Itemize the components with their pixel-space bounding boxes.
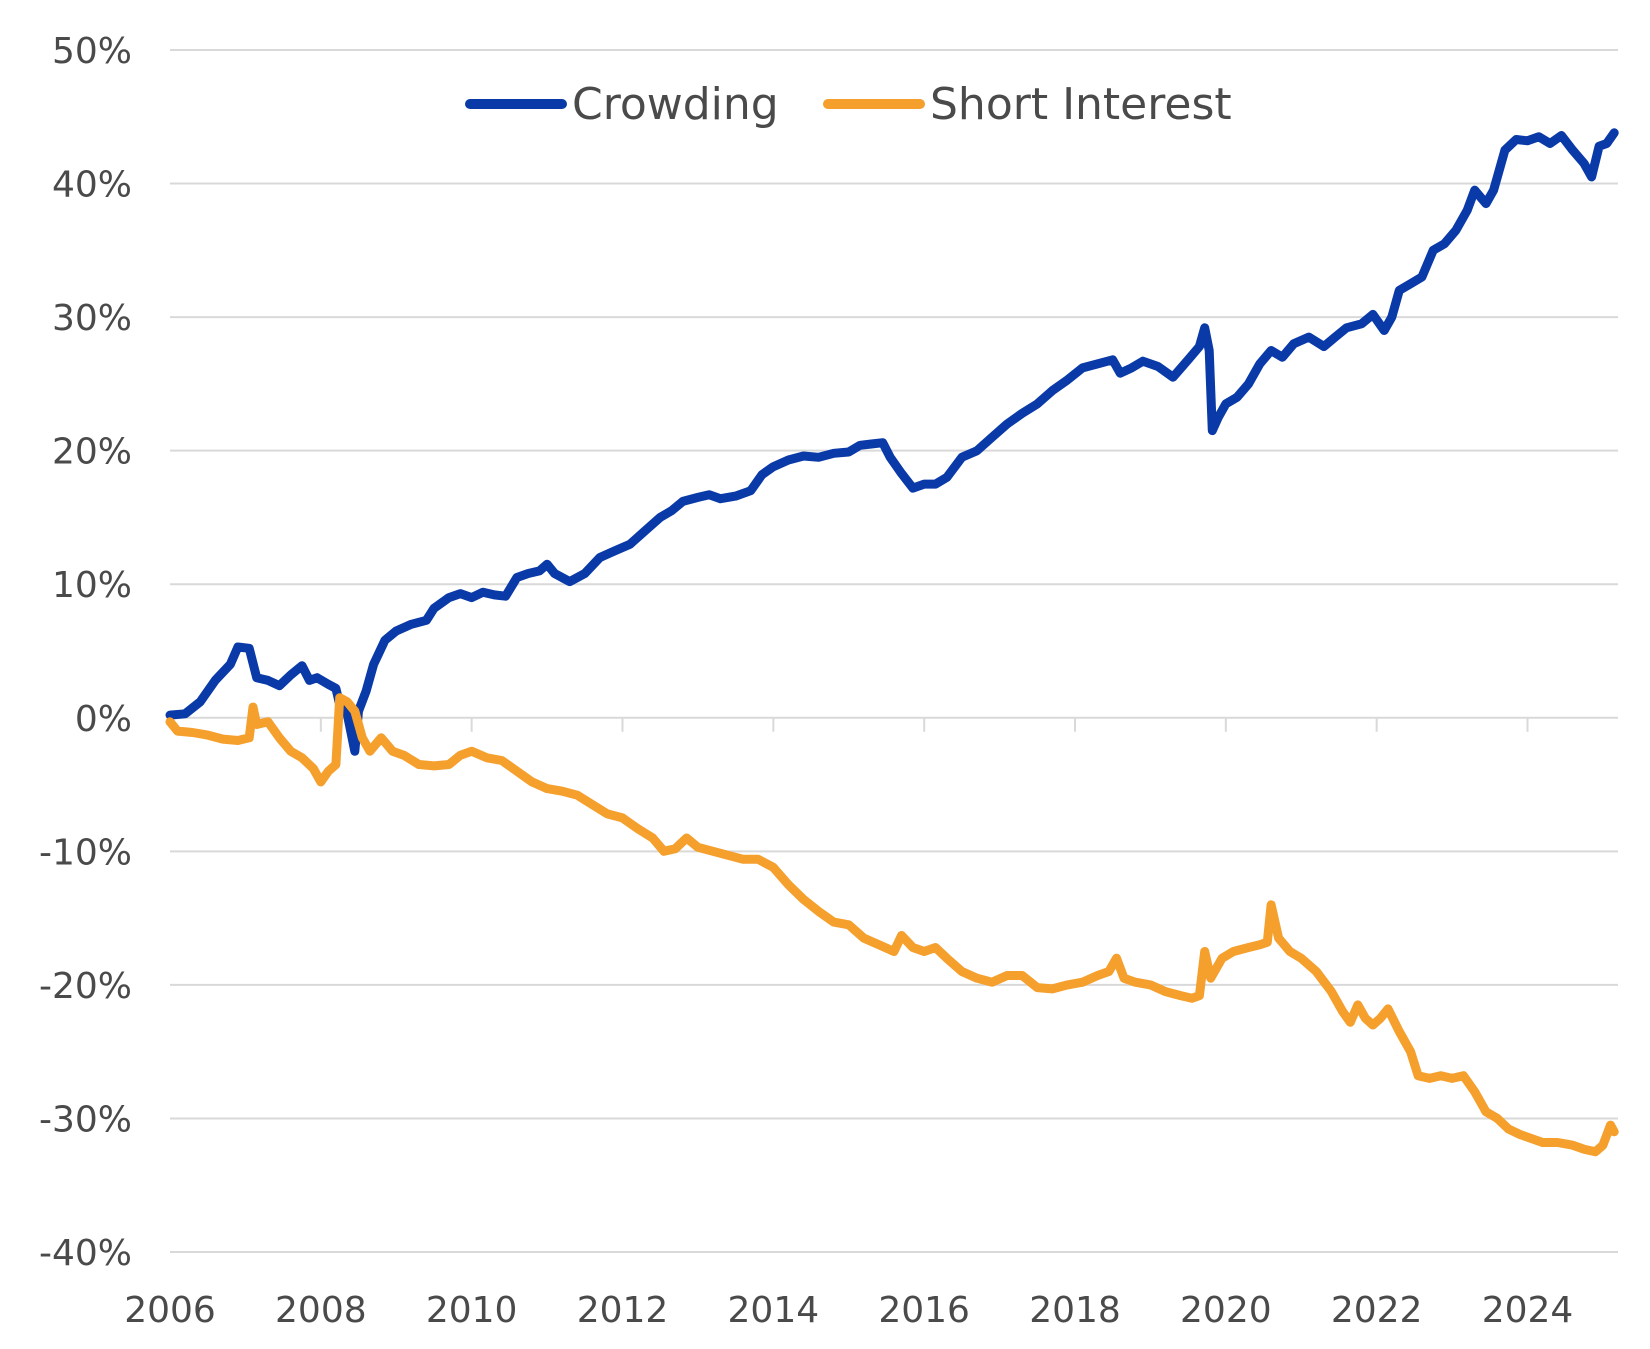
y-tick-label: -40% (39, 1233, 132, 1274)
x-tick-label: 2008 (275, 1290, 367, 1331)
x-tick-label: 2024 (1482, 1290, 1574, 1331)
y-tick-label: -10% (39, 832, 132, 873)
y-tick-label: -30% (39, 1099, 132, 1140)
x-axis (170, 716, 1618, 732)
x-tick-label: 2014 (728, 1290, 820, 1331)
y-tick-label: 10% (52, 565, 132, 606)
x-tick-label: 2018 (1029, 1290, 1121, 1331)
x-tick-label: 2006 (124, 1290, 216, 1331)
x-tick-label: 2010 (426, 1290, 518, 1331)
x-tick-label: 2012 (577, 1290, 669, 1331)
series-lines (165, 128, 1619, 1157)
legend: Crowding Short Interest (465, 79, 1232, 130)
legend-label: Short Interest (930, 79, 1232, 130)
y-tick-label: 20% (52, 432, 132, 473)
series-line-short-interest (165, 693, 1619, 1157)
y-tick-label: 30% (52, 298, 132, 339)
y-axis-tick-labels: 50% 40% 30% 20% 10% 0% -10% -20% -30% -40% (39, 31, 132, 1274)
x-tick-label: 2016 (878, 1290, 970, 1331)
x-tick-label: 2020 (1180, 1290, 1272, 1331)
series-line-crowding (165, 128, 1619, 756)
legend-label: Crowding (572, 79, 779, 130)
y-tick-label: 0% (75, 699, 132, 740)
gridlines (170, 49, 1618, 1253)
legend-item-crowding: Crowding (465, 79, 779, 130)
x-tick-label: 2022 (1331, 1290, 1423, 1331)
x-axis-tick-labels: 2006 2008 2010 2012 2014 2016 2018 2020 2022 2024 (124, 1290, 1573, 1331)
legend-item-short-interest: Short Interest (823, 79, 1232, 130)
y-tick-label: -20% (39, 966, 132, 1007)
y-tick-label: 40% (52, 165, 132, 206)
y-tick-label: 50% (52, 31, 132, 72)
